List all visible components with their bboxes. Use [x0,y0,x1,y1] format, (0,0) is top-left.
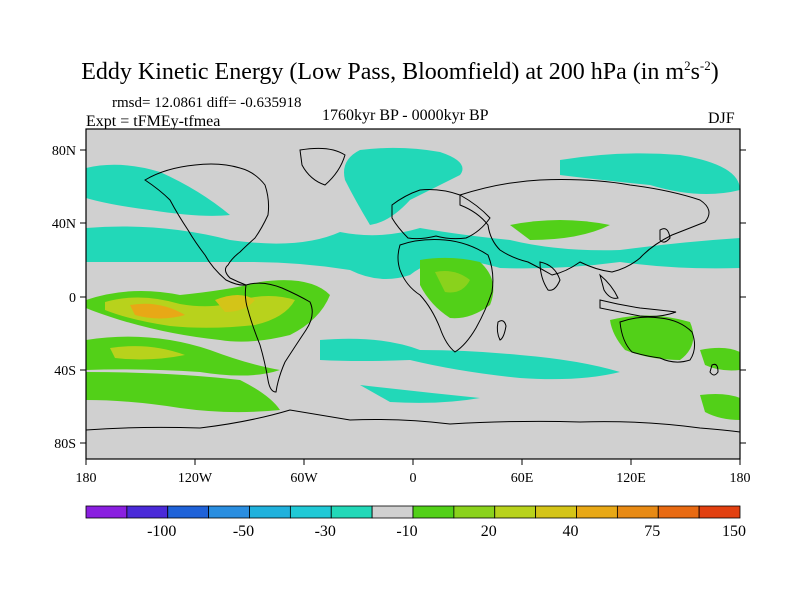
contour-south-east [700,394,740,420]
colorbar-label: 40 [563,523,579,540]
colorbar-swatch [453,505,496,519]
colorbar-swatch [249,505,291,519]
colorbar-swatch [657,505,700,519]
coastlines [86,147,740,433]
colorbar-label: -100 [147,523,176,540]
colorbar-label: -10 [396,523,417,540]
lat-label-80s: 80S [54,437,76,452]
colorbar-swatch [126,505,169,519]
colorbar [85,505,741,519]
contour-southern-ocean [86,372,280,413]
plot-title: Eddy Kinetic Energy (Low Pass, Bloomfiel… [81,58,719,85]
contour-south-atlantic [320,338,620,380]
rmsd-diff-text: rmsd= 12.0861 diff= -0.635918 [112,95,302,111]
lon-label-0: 0 [410,471,417,486]
lon-label-120w: 120W [178,471,213,486]
lon-label-60w: 60W [290,471,318,486]
colorbar-swatch [167,505,210,519]
colorbar-swatch [576,505,618,519]
colorbar-label: 150 [722,523,746,540]
colorbar-swatch [494,505,537,519]
colorbar-swatch [208,505,250,519]
contour-indian-ocean [360,385,480,403]
coast-madagascar [496,320,507,341]
period-label: 1760kyr BP - 0000kyr BP [322,107,489,124]
lat-label-40s: 40S [54,364,76,379]
colorbar-label: -30 [315,523,336,540]
contour-sa-hot [215,295,255,312]
colorbar-label: -50 [233,523,254,540]
contour-east-pacific-south [700,347,740,371]
coast-north-america [144,163,270,286]
coast-south-america [244,282,313,393]
coast-australia [619,316,696,363]
longitude-axis: 180 120W 60W 0 60E 120E 180 [76,459,751,486]
coast-indonesia [599,299,677,317]
coast-india [539,261,561,291]
coast-asia [459,179,710,276]
colorbar-label: 20 [481,523,497,540]
contour-south-pacific-core [110,346,185,360]
lon-label-120e: 120E [616,471,646,486]
contour-northern-band [86,226,740,279]
contour-africa-core [435,271,470,293]
latitude-axis: 80N 40N 0 40S 80S [52,144,746,452]
contour-fill-layer [86,147,740,420]
colorbar-swatch [412,505,455,519]
lat-label-0: 0 [69,291,76,306]
coast-new-zealand [709,363,719,376]
experiment-label: Expt = tFMEy-tfmea [86,113,221,130]
coast-southeast-asia [599,273,619,299]
colorbar-swatch [616,505,659,519]
colorbar-swatch [85,505,128,519]
colorbar-swatch [698,505,741,519]
colorbar-swatch [289,505,332,519]
coast-japan [659,228,671,243]
coast-greenland [299,147,346,186]
colorbar-swatch [535,505,577,519]
season-label: DJF [708,110,735,127]
contour-north-atlantic [344,147,463,225]
colorbar-labels: -100 -50 -30 -10 20 40 75 150 [147,523,746,540]
lon-label-180e: 180 [730,471,751,486]
coast-europe [391,189,491,240]
contour-arctic-east [560,153,740,194]
colorbar-swatch [371,505,414,519]
contour-asia-band [510,220,610,240]
lat-label-80n: 80N [52,144,76,159]
lat-label-40n: 40N [52,217,76,232]
contour-australia [610,315,694,360]
colorbar-label: 75 [644,523,660,540]
coast-africa [397,239,494,353]
contour-north-pacific [86,164,230,216]
lon-label-60e: 60E [511,471,534,486]
lon-label-180w: 180 [76,471,97,486]
colorbar-swatch [330,505,373,519]
coast-antarctica [86,409,740,433]
contour-pacific-hot [130,303,185,319]
